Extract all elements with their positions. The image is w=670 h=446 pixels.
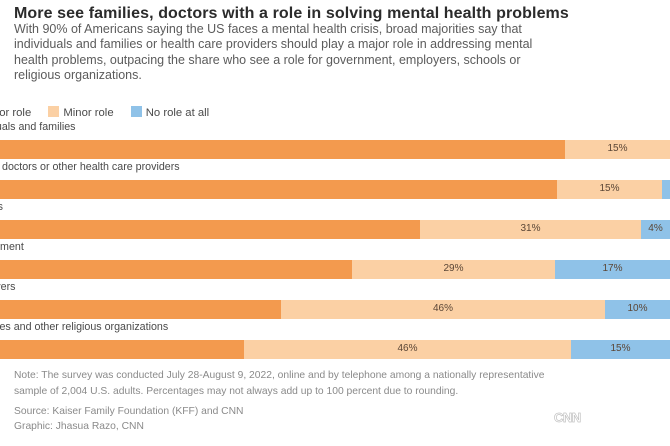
svg-text:CNN: CNN	[554, 411, 581, 425]
